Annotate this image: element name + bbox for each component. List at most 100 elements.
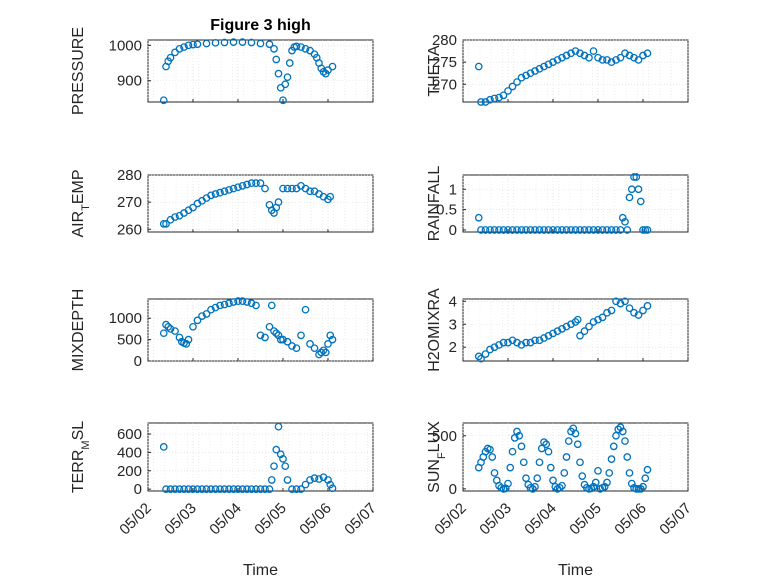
data-point [272,445,281,454]
data-point [474,62,483,71]
data-point [562,322,571,331]
data-point [207,191,215,200]
data-point [261,485,269,494]
data-point [234,297,242,305]
data-point [558,481,566,490]
subplot-h2omixra: 2 3 4 H2OMIXRA [426,288,689,372]
data-point [247,38,256,47]
plot-frame [147,422,374,492]
data-point [625,304,634,313]
data-point [189,203,197,212]
data-point [216,188,224,197]
data-point [281,462,290,471]
data-point [202,39,211,48]
data-point [634,56,643,64]
data-point [486,226,494,234]
data-point [270,462,278,471]
data-point [504,226,512,234]
y-tick-label: 270 [117,194,142,211]
data-point [499,338,508,347]
y-tick-label: 1000 [109,37,142,54]
data-point [537,444,546,453]
data-point [504,87,512,95]
data-point [297,485,305,494]
data-point [555,483,564,492]
x-tick-label: 05/04 [206,500,245,539]
data-point [558,226,566,234]
data-point [234,485,242,494]
data-point [513,427,521,436]
data-point [522,338,530,347]
data-point [243,298,251,306]
data-point [272,55,281,64]
data-point [571,318,580,326]
data-point [288,485,296,494]
y-axis-label: PRESSURE [70,27,87,115]
data-point [193,485,202,494]
y-axis-label: THETA [426,45,443,97]
subplot-pressure: 900 1000 PRESSURE [70,27,374,115]
data-point [504,338,512,347]
data-point [632,173,641,181]
data-point [528,485,537,493]
data-point [526,69,535,78]
data-point [283,184,292,193]
data-point [515,431,524,440]
data-point [474,352,483,361]
data-point [247,485,256,494]
y-axis-label: H2OMIXRA [426,288,443,372]
data-point [636,485,645,493]
data-point [580,51,589,60]
data-point [274,331,283,340]
data-point [567,320,575,329]
data-point [623,226,632,234]
data-point [621,297,629,306]
data-point [562,226,571,234]
data-point [180,43,188,51]
data-point [252,301,260,310]
y-tick-label: 900 [117,73,142,90]
subplot-mixdepth: 0 500 1000 MIXDEPTH [70,289,374,371]
data-point [306,476,314,484]
data-point [216,485,224,494]
data-point [274,198,283,206]
data-point [598,56,607,64]
data-point [621,49,629,58]
data-point [265,40,274,49]
data-point [567,226,575,234]
data-point [571,47,580,55]
y-tick-label: 0 [134,481,142,498]
data-point [166,325,175,333]
data-point [578,472,587,480]
data-point [474,213,483,222]
data-point [267,476,276,484]
data-point [193,40,202,49]
data-point [585,226,593,234]
data-point [261,333,269,342]
data-point [625,193,634,202]
y-tick-label: 2 [449,339,457,356]
data-point [544,60,553,69]
data-point [324,340,332,348]
data-point [531,226,539,234]
data-point [229,38,238,46]
plot-frame [462,174,689,233]
data-point [540,334,548,342]
data-point [175,485,184,494]
data-point [605,469,614,477]
data-point [643,465,652,474]
data-point [639,51,647,60]
data-point [585,322,593,331]
data-point [265,322,274,331]
x-tick-label: 05/06 [296,500,335,539]
x-tick-label: 05/07 [656,500,695,539]
data-point [558,53,566,62]
data-point [180,485,188,494]
y-tick-label: 275 [432,54,457,71]
data-point [252,179,260,187]
data-point [632,485,641,493]
data-point [301,45,310,53]
data-point [623,453,632,461]
x-tick-label: 05/02 [431,500,470,539]
